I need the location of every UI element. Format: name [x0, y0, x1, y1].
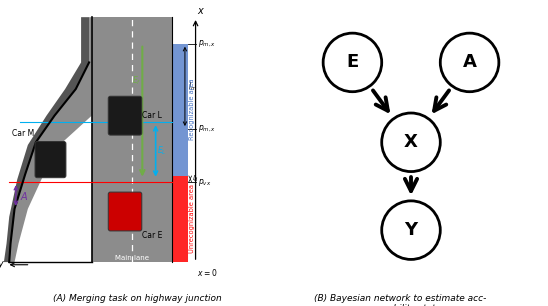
Text: (A) Merging task on highway junction: (A) Merging task on highway junction	[53, 294, 221, 303]
Text: $E_f$: $E_f$	[132, 75, 141, 87]
FancyBboxPatch shape	[109, 96, 142, 135]
Bar	[172, 176, 187, 262]
Bar	[172, 44, 187, 176]
Text: $x = 0$: $x = 0$	[197, 267, 218, 278]
Text: $E_L$: $E_L$	[157, 144, 167, 157]
Text: Recognizable area: Recognizable area	[189, 79, 195, 140]
Text: Unrecognizable area: Unrecognizable area	[189, 184, 195, 253]
Polygon shape	[4, 17, 89, 262]
Text: E: E	[346, 54, 358, 71]
Bar	[172, 17, 187, 44]
Text: $p_{m,x}$: $p_{m,x}$	[198, 124, 216, 134]
Text: (B) Bayesian network to estimate acc-
          ability state: (B) Bayesian network to estimate acc- ab…	[314, 294, 486, 306]
Text: Y: Y	[404, 221, 418, 239]
Text: $A$: $A$	[20, 189, 28, 202]
Text: $p_{m,x}$: $p_{m,x}$	[198, 38, 216, 49]
Text: Main lane: Main lane	[115, 255, 149, 261]
Circle shape	[440, 33, 499, 92]
Circle shape	[382, 201, 440, 259]
Text: X: X	[404, 133, 418, 151]
FancyBboxPatch shape	[35, 141, 66, 178]
Text: $y$: $y$	[0, 259, 5, 271]
Text: $x$: $x$	[197, 6, 205, 16]
Text: $l_d$: $l_d$	[192, 174, 198, 184]
Polygon shape	[92, 17, 172, 262]
Circle shape	[382, 113, 440, 172]
Text: A: A	[463, 54, 477, 71]
Text: Merging lane: Merging lane	[19, 255, 64, 261]
Circle shape	[323, 33, 382, 92]
Text: $p_{vx}$: $p_{vx}$	[198, 177, 212, 188]
FancyBboxPatch shape	[109, 192, 142, 231]
Text: $l_{m}$: $l_{m}$	[187, 80, 197, 93]
Text: Car M: Car M	[12, 129, 35, 138]
Text: Car L: Car L	[142, 111, 162, 120]
Text: Car E: Car E	[142, 231, 163, 241]
Polygon shape	[9, 17, 92, 262]
